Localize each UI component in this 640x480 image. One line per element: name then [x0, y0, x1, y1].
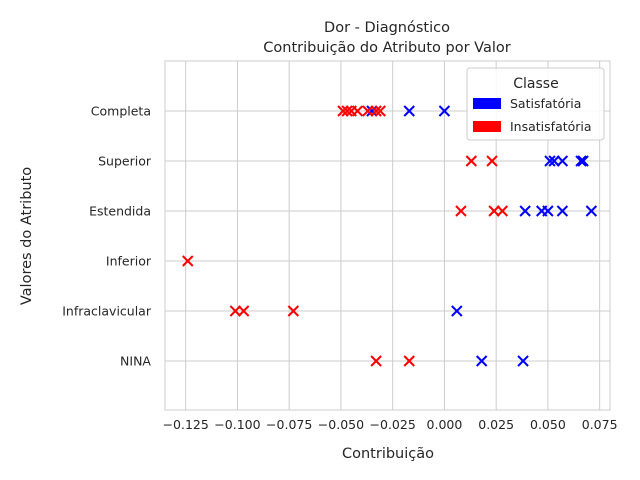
legend-frame [466, 67, 605, 141]
plot-frame [164, 60, 611, 411]
point-satisfatoria [548, 155, 560, 167]
y-tick-label: Completa [91, 104, 151, 119]
x-axis-label: Contribuição [342, 446, 434, 462]
point-satisfatoria [575, 155, 587, 167]
legend-swatch-insatisfatoria [473, 121, 501, 132]
x-tick-label: 0.000 [427, 417, 463, 432]
point-insatisfatoria [351, 105, 364, 117]
legend-swatch-satisfatoria [473, 98, 501, 109]
point-satisfatoria [438, 105, 451, 117]
point-insatisfatoria [370, 105, 382, 117]
point-insatisfatoria [403, 355, 415, 367]
y-tick-label: NINA [120, 354, 151, 369]
point-insatisfatoria [496, 205, 509, 217]
point-satisfatoria [577, 155, 589, 167]
chart-subtitle: Contribuição do Atributo por Valor [263, 40, 510, 56]
y-tick-label: Inferior [106, 254, 152, 269]
data-points [182, 105, 598, 367]
x-tick-label: −0.075 [266, 417, 312, 432]
point-insatisfatoria [455, 205, 467, 217]
x-tick-label: 0.075 [582, 417, 618, 432]
legend-label-satisfatoria: Satisfatória [510, 96, 581, 111]
point-insatisfatoria [370, 355, 382, 367]
chart-title: Dor - Diagnóstico [324, 20, 450, 36]
x-tick-label: −0.100 [214, 417, 260, 432]
point-satisfatoria [403, 105, 415, 117]
point-insatisfatoria [337, 105, 349, 117]
point-satisfatoria [517, 355, 529, 367]
y-tick-label: Estendida [89, 204, 151, 219]
point-insatisfatoria [229, 305, 242, 317]
legend: Classe Satisfatória Insatisfatória [466, 67, 605, 141]
point-insatisfatoria [287, 305, 300, 317]
point-satisfatoria [519, 205, 531, 217]
x-tick-label: −0.125 [163, 417, 209, 432]
point-insatisfatoria [182, 255, 194, 267]
point-satisfatoria [556, 205, 569, 217]
point-satisfatoria [544, 155, 556, 167]
legend-label-insatisfatoria: Insatisfatória [510, 119, 592, 134]
point-insatisfatoria [465, 155, 478, 167]
x-tick-label: −0.050 [318, 417, 364, 432]
y-tick-label: Superior [98, 154, 152, 169]
point-satisfatoria [366, 105, 378, 117]
x-tick-label: −0.025 [370, 417, 416, 432]
point-insatisfatoria [341, 105, 353, 117]
legend-title: Classe [513, 76, 558, 92]
point-satisfatoria [451, 305, 463, 317]
x-tick-label: 0.050 [530, 417, 566, 432]
point-satisfatoria [585, 205, 598, 217]
x-tick-label: 0.025 [478, 417, 514, 432]
y-axis-label: Valores do Atributo [19, 167, 35, 305]
point-satisfatoria [542, 205, 554, 217]
point-satisfatoria [475, 355, 488, 367]
point-satisfatoria [556, 155, 569, 167]
point-insatisfatoria [374, 105, 386, 117]
point-insatisfatoria [488, 205, 500, 217]
x-tick-labels: −0.125 −0.100 −0.075 −0.050 −0.025 0.000 0.025… [163, 417, 618, 432]
point-insatisfatoria [362, 105, 374, 117]
point-insatisfatoria [237, 305, 250, 317]
point-insatisfatoria [486, 155, 498, 167]
y-tick-labels: Completa Superior Estendida Inferior Infracl… [62, 104, 152, 369]
y-tick-label: Infraclavicular [62, 304, 152, 319]
